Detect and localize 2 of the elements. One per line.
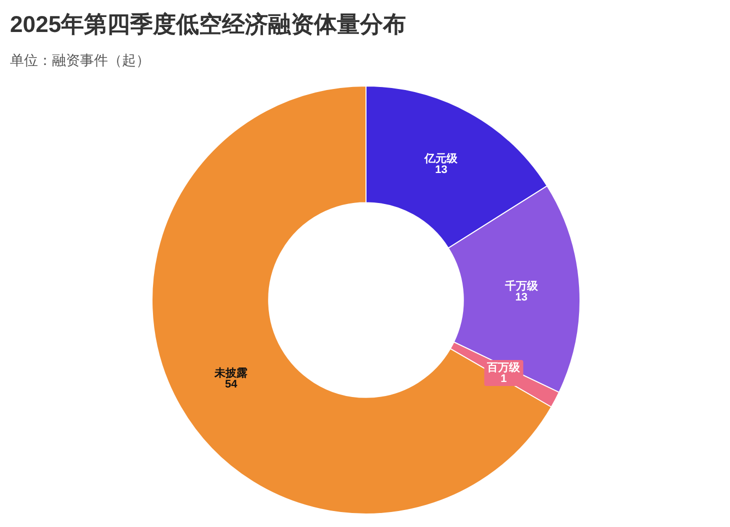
title: 2025年第四季度低空经济融资体量分布 (10, 11, 406, 37)
subtitle: 单位：融资事件（起） (10, 52, 150, 68)
